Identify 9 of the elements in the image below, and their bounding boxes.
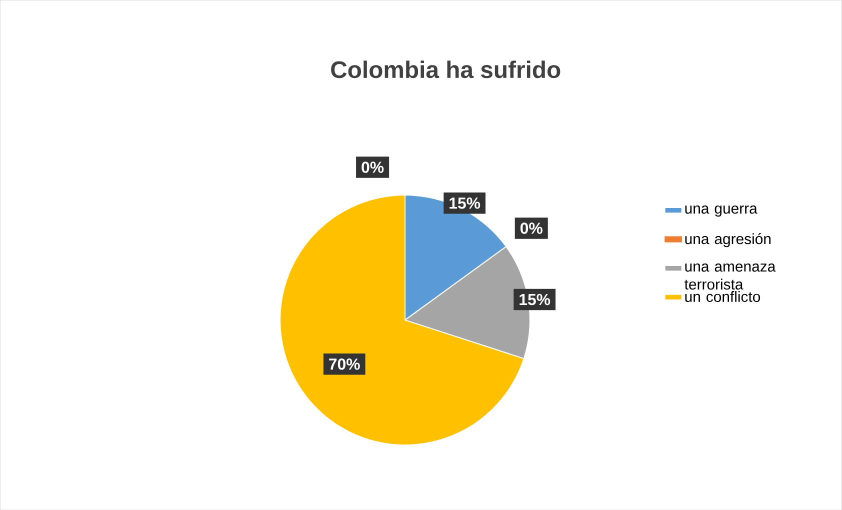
legend-label: una agresión [685, 232, 771, 248]
text: 0% [362, 162, 384, 173]
data-label: 15% [520, 294, 550, 306]
legend-label: un conflicto [685, 290, 760, 302]
text: 0% [520, 222, 542, 234]
data-label: 70% [329, 358, 360, 370]
data-label: 15% [450, 197, 480, 209]
legend-label: una guerra [685, 205, 758, 217]
chart-title: Colombia ha sufrido [331, 60, 560, 78]
